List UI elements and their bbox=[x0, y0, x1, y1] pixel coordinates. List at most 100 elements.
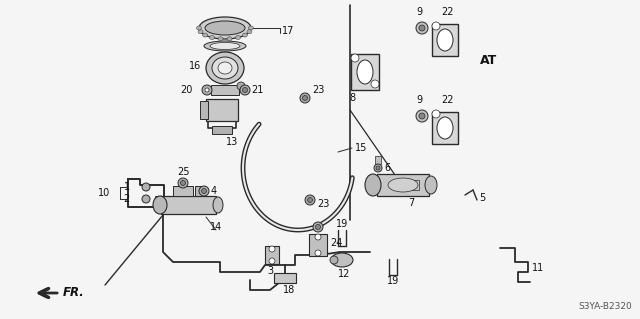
Text: 7: 7 bbox=[408, 198, 414, 208]
Circle shape bbox=[315, 234, 321, 240]
Circle shape bbox=[351, 54, 359, 62]
Ellipse shape bbox=[205, 21, 245, 35]
Circle shape bbox=[416, 22, 428, 34]
Circle shape bbox=[237, 82, 245, 90]
Text: 19: 19 bbox=[387, 276, 399, 286]
Circle shape bbox=[205, 88, 209, 92]
Ellipse shape bbox=[198, 30, 203, 34]
Ellipse shape bbox=[203, 33, 207, 37]
Circle shape bbox=[269, 258, 275, 264]
Ellipse shape bbox=[209, 35, 214, 40]
Ellipse shape bbox=[388, 178, 418, 192]
Text: 19: 19 bbox=[336, 219, 348, 229]
Ellipse shape bbox=[212, 57, 238, 79]
Text: 9: 9 bbox=[416, 7, 422, 17]
Text: 10: 10 bbox=[98, 188, 110, 198]
FancyBboxPatch shape bbox=[206, 99, 238, 121]
Circle shape bbox=[243, 87, 248, 93]
Circle shape bbox=[202, 189, 207, 194]
Text: 2: 2 bbox=[124, 194, 130, 204]
Circle shape bbox=[142, 183, 150, 191]
Text: S3YA-B2320: S3YA-B2320 bbox=[579, 302, 632, 311]
Text: 14: 14 bbox=[210, 222, 222, 232]
Ellipse shape bbox=[437, 29, 453, 51]
Circle shape bbox=[178, 178, 188, 188]
Circle shape bbox=[240, 85, 250, 95]
Ellipse shape bbox=[243, 33, 248, 37]
Text: 25: 25 bbox=[177, 167, 189, 177]
FancyBboxPatch shape bbox=[351, 54, 379, 90]
FancyBboxPatch shape bbox=[195, 186, 205, 196]
Ellipse shape bbox=[247, 30, 252, 34]
Text: 16: 16 bbox=[189, 61, 201, 71]
Text: 18: 18 bbox=[283, 285, 295, 295]
Circle shape bbox=[199, 186, 209, 196]
Ellipse shape bbox=[199, 17, 251, 39]
Circle shape bbox=[303, 95, 307, 100]
Ellipse shape bbox=[425, 176, 437, 194]
Text: 23: 23 bbox=[317, 199, 330, 209]
Text: 13: 13 bbox=[226, 137, 238, 147]
Text: 5: 5 bbox=[479, 193, 485, 203]
Circle shape bbox=[416, 110, 428, 122]
Circle shape bbox=[269, 246, 275, 252]
Circle shape bbox=[307, 197, 312, 203]
Ellipse shape bbox=[248, 26, 253, 30]
Ellipse shape bbox=[218, 62, 232, 74]
Circle shape bbox=[142, 195, 150, 203]
Circle shape bbox=[202, 85, 212, 95]
Ellipse shape bbox=[196, 26, 202, 30]
Circle shape bbox=[376, 166, 380, 170]
Ellipse shape bbox=[218, 37, 223, 41]
Text: FR.: FR. bbox=[63, 286, 84, 300]
FancyBboxPatch shape bbox=[432, 24, 458, 56]
Circle shape bbox=[180, 181, 186, 186]
Ellipse shape bbox=[331, 253, 353, 267]
Text: 17: 17 bbox=[282, 26, 294, 36]
Circle shape bbox=[315, 250, 321, 256]
Text: 24: 24 bbox=[330, 238, 342, 248]
Text: 9: 9 bbox=[416, 95, 422, 105]
FancyBboxPatch shape bbox=[200, 101, 208, 119]
Text: 3: 3 bbox=[267, 266, 273, 276]
Text: 11: 11 bbox=[532, 263, 544, 273]
FancyBboxPatch shape bbox=[212, 126, 232, 134]
FancyBboxPatch shape bbox=[265, 246, 279, 264]
Circle shape bbox=[374, 164, 382, 172]
Ellipse shape bbox=[357, 60, 373, 84]
Ellipse shape bbox=[365, 174, 381, 196]
Circle shape bbox=[371, 80, 379, 88]
Text: 8: 8 bbox=[349, 93, 355, 103]
Text: 20: 20 bbox=[180, 85, 193, 95]
Text: AT: AT bbox=[480, 54, 497, 66]
Ellipse shape bbox=[210, 42, 240, 49]
Circle shape bbox=[330, 256, 338, 264]
Ellipse shape bbox=[213, 197, 223, 213]
Ellipse shape bbox=[227, 37, 232, 41]
Circle shape bbox=[419, 25, 425, 31]
FancyBboxPatch shape bbox=[432, 112, 458, 144]
Ellipse shape bbox=[204, 41, 246, 51]
FancyBboxPatch shape bbox=[309, 234, 327, 256]
FancyBboxPatch shape bbox=[377, 174, 429, 196]
FancyBboxPatch shape bbox=[407, 180, 419, 190]
Text: 12: 12 bbox=[338, 269, 350, 279]
FancyBboxPatch shape bbox=[161, 196, 216, 214]
Text: 4: 4 bbox=[211, 186, 217, 196]
Circle shape bbox=[432, 22, 440, 30]
Ellipse shape bbox=[236, 35, 241, 40]
Ellipse shape bbox=[206, 52, 244, 84]
Text: 22: 22 bbox=[441, 95, 453, 105]
FancyBboxPatch shape bbox=[211, 85, 239, 95]
Text: 21: 21 bbox=[251, 85, 264, 95]
Text: 6: 6 bbox=[384, 163, 390, 173]
FancyBboxPatch shape bbox=[173, 186, 193, 196]
Ellipse shape bbox=[153, 196, 167, 214]
Circle shape bbox=[419, 113, 425, 119]
Text: 23: 23 bbox=[312, 85, 324, 95]
Circle shape bbox=[313, 222, 323, 232]
Circle shape bbox=[305, 195, 315, 205]
Circle shape bbox=[316, 225, 321, 229]
Text: 15: 15 bbox=[355, 143, 367, 153]
FancyBboxPatch shape bbox=[375, 156, 381, 164]
